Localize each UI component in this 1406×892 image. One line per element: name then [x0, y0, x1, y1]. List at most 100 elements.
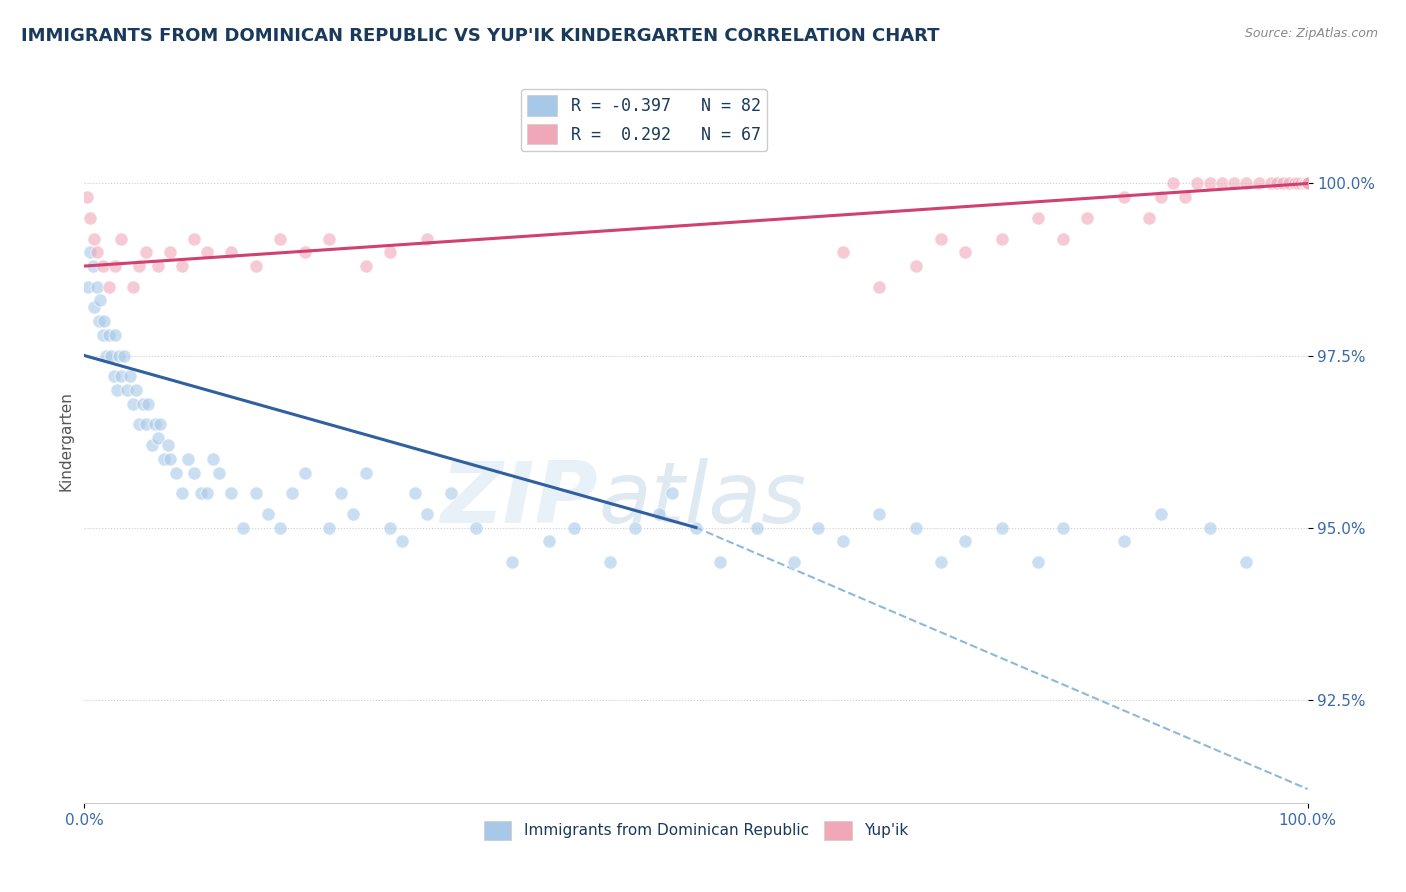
- Point: [1028, 211, 1050, 225]
- Point: [354, 259, 377, 273]
- Point: [1284, 177, 1306, 191]
- Point: [1295, 177, 1317, 191]
- Point: [86, 245, 108, 260]
- Point: [79, 211, 101, 225]
- Point: [416, 231, 439, 245]
- Point: [1211, 177, 1233, 191]
- Point: [96, 349, 118, 363]
- Point: [1236, 177, 1258, 191]
- Point: [1265, 177, 1288, 191]
- Point: [132, 397, 155, 411]
- Point: [391, 534, 413, 549]
- Point: [831, 534, 853, 549]
- Point: [831, 245, 853, 260]
- Point: [82, 259, 104, 273]
- Point: [104, 327, 127, 342]
- Point: [991, 520, 1014, 534]
- Point: [103, 369, 125, 384]
- Point: [118, 369, 141, 384]
- Point: [97, 279, 120, 293]
- Point: [1187, 177, 1209, 191]
- Point: [143, 417, 166, 432]
- Point: [1296, 177, 1319, 191]
- Point: [87, 314, 110, 328]
- Point: [318, 520, 340, 534]
- Point: [1247, 177, 1270, 191]
- Text: IMMIGRANTS FROM DOMINICAN REPUBLIC VS YUP'IK KINDERGARTEN CORRELATION CHART: IMMIGRANTS FROM DOMINICAN REPUBLIC VS YU…: [21, 27, 939, 45]
- Point: [104, 259, 127, 273]
- Text: ZIP: ZIP: [440, 458, 598, 541]
- Point: [1236, 555, 1258, 569]
- Point: [201, 451, 224, 466]
- Point: [783, 555, 806, 569]
- Point: [83, 301, 105, 315]
- Point: [1296, 177, 1319, 191]
- Point: [502, 555, 524, 569]
- Point: [112, 349, 135, 363]
- Point: [538, 534, 561, 549]
- Point: [953, 534, 976, 549]
- Point: [1296, 177, 1319, 191]
- Point: [183, 231, 205, 245]
- Legend: Immigrants from Dominican Republic, Yup'ik: Immigrants from Dominican Republic, Yup'…: [478, 815, 914, 846]
- Point: [929, 231, 952, 245]
- Point: [115, 383, 138, 397]
- Point: [991, 231, 1014, 245]
- Point: [1076, 211, 1098, 225]
- Point: [747, 520, 769, 534]
- Point: [1278, 177, 1301, 191]
- Point: [1052, 520, 1074, 534]
- Point: [599, 555, 621, 569]
- Point: [183, 466, 205, 480]
- Point: [128, 417, 150, 432]
- Point: [905, 520, 928, 534]
- Point: [91, 259, 114, 273]
- Point: [1296, 177, 1319, 191]
- Text: atlas: atlas: [598, 458, 806, 541]
- Point: [219, 245, 242, 260]
- Point: [110, 369, 132, 384]
- Point: [953, 245, 976, 260]
- Point: [269, 520, 291, 534]
- Point: [1150, 507, 1173, 521]
- Point: [153, 451, 176, 466]
- Point: [77, 279, 100, 293]
- Point: [1114, 534, 1136, 549]
- Point: [208, 466, 231, 480]
- Point: [190, 486, 212, 500]
- Point: [1296, 177, 1319, 191]
- Point: [79, 245, 101, 260]
- Point: [1272, 177, 1295, 191]
- Point: [245, 259, 267, 273]
- Point: [107, 349, 129, 363]
- Text: Source: ZipAtlas.com: Source: ZipAtlas.com: [1244, 27, 1378, 40]
- Point: [195, 486, 218, 500]
- Point: [1028, 555, 1050, 569]
- Point: [172, 259, 194, 273]
- Point: [1260, 177, 1282, 191]
- Point: [91, 327, 114, 342]
- Point: [128, 259, 150, 273]
- Point: [281, 486, 304, 500]
- Point: [135, 417, 157, 432]
- Point: [807, 520, 830, 534]
- Point: [1174, 190, 1197, 204]
- Point: [83, 231, 105, 245]
- Point: [1291, 177, 1313, 191]
- Point: [1052, 231, 1074, 245]
- Point: [105, 383, 128, 397]
- Point: [648, 507, 671, 521]
- Point: [159, 245, 181, 260]
- Point: [135, 245, 157, 260]
- Point: [86, 279, 108, 293]
- Point: [156, 438, 179, 452]
- Point: [294, 245, 316, 260]
- Point: [245, 486, 267, 500]
- Point: [165, 466, 187, 480]
- Y-axis label: Kindergarten: Kindergarten: [58, 392, 73, 491]
- Point: [1286, 177, 1309, 191]
- Point: [93, 314, 115, 328]
- Point: [100, 349, 122, 363]
- Point: [905, 259, 928, 273]
- Point: [624, 520, 647, 534]
